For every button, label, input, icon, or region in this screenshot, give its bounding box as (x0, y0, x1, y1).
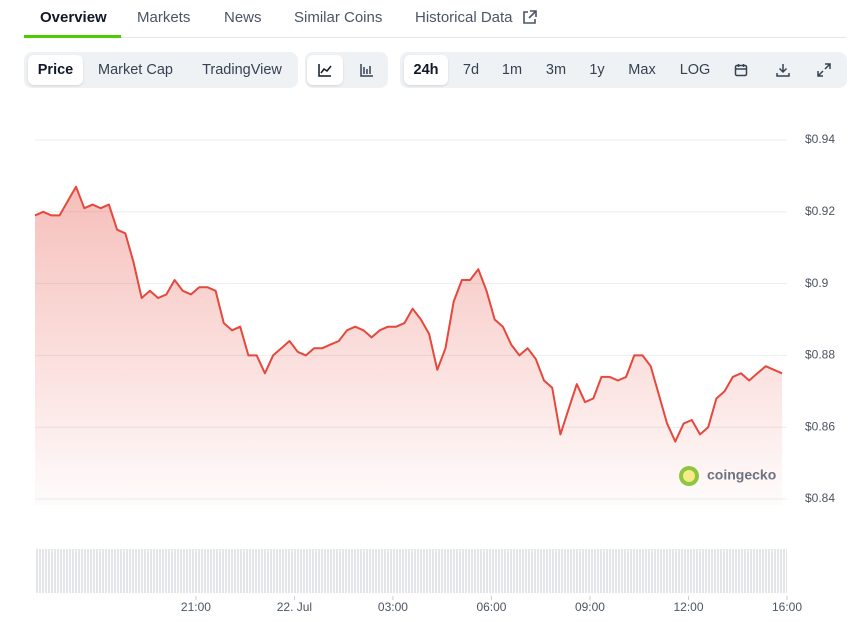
range-button[interactable]: 3m (545, 62, 567, 78)
x-tick-label: 21:00 (181, 600, 211, 614)
volume-band (35, 549, 787, 593)
y-tick-label: $0.88 (805, 348, 835, 362)
y-tick-label: $0.86 (805, 419, 835, 433)
calendar-icon[interactable] (734, 63, 748, 77)
x-tick-label: 09:00 (575, 600, 605, 614)
tab[interactable]: Overview (40, 9, 107, 26)
y-tick-label: $0.84 (805, 491, 835, 505)
candle-chart-button[interactable] (349, 55, 385, 85)
tab[interactable]: Markets (137, 9, 191, 26)
download-icon[interactable] (776, 63, 790, 77)
x-tick-label: 12:00 (673, 600, 703, 614)
y-tick-label: $0.92 (805, 204, 835, 218)
tab[interactable]: News (224, 9, 262, 26)
y-tick-label: $0.9 (805, 276, 829, 290)
range-button[interactable]: 1y (589, 62, 605, 78)
view-button[interactable]: Price (28, 55, 83, 85)
range-button[interactable]: 24h (404, 55, 448, 85)
tab[interactable]: Similar Coins (294, 9, 383, 26)
range-button[interactable]: 7d (462, 62, 480, 78)
watermark: coingecko (707, 467, 776, 483)
external-link-icon (523, 10, 537, 24)
tab[interactable]: Historical Data (415, 9, 513, 26)
chart-type-group (305, 52, 388, 88)
x-tick-label: 06:00 (476, 600, 506, 614)
y-tick-label: $0.94 (805, 132, 835, 146)
active-tab-underline (24, 35, 121, 38)
watermark-logo (679, 466, 699, 486)
price-area (35, 186, 783, 505)
x-tick-label: 03:00 (378, 600, 408, 614)
x-tick-label: 22. Jul (277, 600, 312, 614)
view-button[interactable]: Market Cap (98, 62, 173, 78)
view-button[interactable]: TradingView (202, 62, 282, 78)
x-tick-label: 16:00 (772, 600, 802, 614)
price-line (34, 185, 783, 443)
log-button[interactable]: LOG (679, 62, 711, 78)
range-group: 24h 7d 1m 3m 1y Max LOG (400, 52, 847, 88)
fullscreen-icon[interactable] (817, 63, 831, 77)
view-group: Price Market Cap TradingView (24, 52, 298, 88)
range-button[interactable]: 1m (501, 62, 523, 78)
line-chart-button[interactable] (307, 55, 343, 85)
range-button[interactable]: Max (628, 62, 656, 78)
